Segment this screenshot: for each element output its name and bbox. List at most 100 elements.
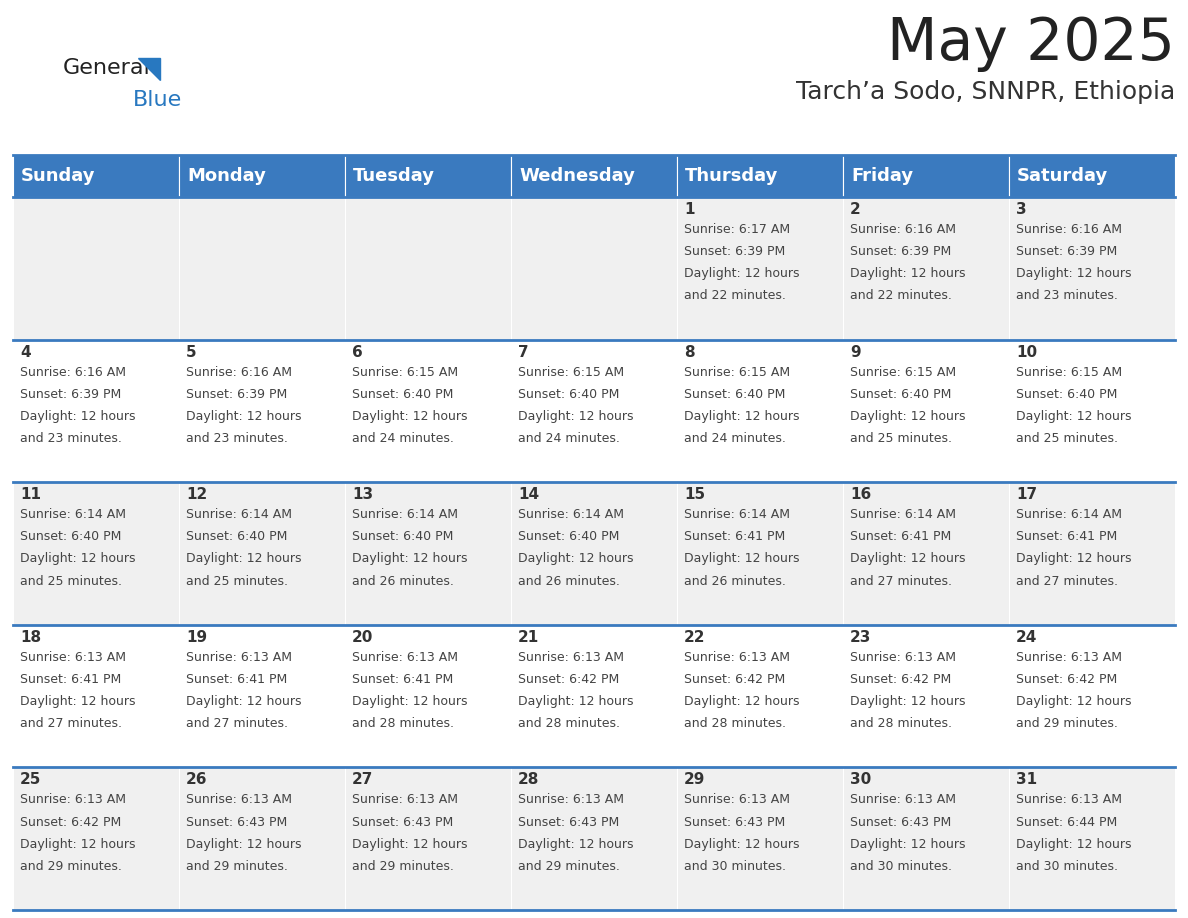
Text: Sunset: 6:43 PM: Sunset: 6:43 PM (684, 815, 785, 829)
Text: Daylight: 12 hours: Daylight: 12 hours (518, 553, 633, 565)
Text: Sunset: 6:40 PM: Sunset: 6:40 PM (684, 387, 785, 400)
Text: and 22 minutes.: and 22 minutes. (684, 289, 786, 302)
FancyBboxPatch shape (345, 625, 511, 767)
FancyBboxPatch shape (511, 340, 677, 482)
FancyBboxPatch shape (677, 767, 843, 910)
FancyBboxPatch shape (843, 482, 1009, 625)
Text: Sunrise: 6:13 AM: Sunrise: 6:13 AM (187, 793, 292, 806)
Text: 13: 13 (352, 487, 373, 502)
Text: 26: 26 (187, 772, 208, 788)
Text: Daylight: 12 hours: Daylight: 12 hours (849, 553, 966, 565)
Text: 20: 20 (352, 630, 373, 644)
Text: 2: 2 (849, 202, 861, 217)
Polygon shape (138, 58, 160, 80)
Text: 5: 5 (187, 344, 197, 360)
Text: Daylight: 12 hours: Daylight: 12 hours (20, 837, 135, 851)
Text: Sunset: 6:43 PM: Sunset: 6:43 PM (352, 815, 454, 829)
Text: Sunrise: 6:13 AM: Sunrise: 6:13 AM (518, 793, 624, 806)
Text: and 23 minutes.: and 23 minutes. (20, 431, 122, 445)
Text: Sunrise: 6:14 AM: Sunrise: 6:14 AM (518, 509, 624, 521)
FancyBboxPatch shape (179, 482, 345, 625)
Text: 15: 15 (684, 487, 706, 502)
Text: Saturday: Saturday (1017, 167, 1108, 185)
Text: Sunrise: 6:14 AM: Sunrise: 6:14 AM (684, 509, 790, 521)
Text: 22: 22 (684, 630, 706, 644)
FancyBboxPatch shape (1009, 155, 1175, 197)
Text: Sunrise: 6:14 AM: Sunrise: 6:14 AM (352, 509, 459, 521)
Text: Sunrise: 6:14 AM: Sunrise: 6:14 AM (849, 509, 956, 521)
Text: Daylight: 12 hours: Daylight: 12 hours (187, 409, 302, 423)
Text: 23: 23 (849, 630, 871, 644)
Text: Sunset: 6:41 PM: Sunset: 6:41 PM (352, 673, 454, 686)
Text: and 25 minutes.: and 25 minutes. (187, 575, 287, 588)
Text: Sunset: 6:42 PM: Sunset: 6:42 PM (518, 673, 619, 686)
Text: 1: 1 (684, 202, 695, 217)
Text: 21: 21 (518, 630, 539, 644)
FancyBboxPatch shape (843, 155, 1009, 197)
Text: Daylight: 12 hours: Daylight: 12 hours (20, 553, 135, 565)
Text: Sunset: 6:39 PM: Sunset: 6:39 PM (1016, 245, 1117, 258)
Text: and 30 minutes.: and 30 minutes. (849, 860, 952, 873)
Text: Daylight: 12 hours: Daylight: 12 hours (684, 837, 800, 851)
Text: and 27 minutes.: and 27 minutes. (1016, 575, 1118, 588)
FancyBboxPatch shape (843, 340, 1009, 482)
FancyBboxPatch shape (345, 340, 511, 482)
Text: and 29 minutes.: and 29 minutes. (352, 860, 454, 873)
Text: Sunset: 6:41 PM: Sunset: 6:41 PM (684, 531, 785, 543)
Text: and 27 minutes.: and 27 minutes. (20, 717, 122, 730)
FancyBboxPatch shape (511, 197, 677, 340)
Text: and 28 minutes.: and 28 minutes. (352, 717, 454, 730)
Text: 28: 28 (518, 772, 539, 788)
Text: Sunset: 6:40 PM: Sunset: 6:40 PM (20, 531, 121, 543)
FancyBboxPatch shape (677, 625, 843, 767)
Text: 31: 31 (1016, 772, 1037, 788)
Text: Daylight: 12 hours: Daylight: 12 hours (352, 695, 468, 708)
FancyBboxPatch shape (13, 625, 179, 767)
Text: Daylight: 12 hours: Daylight: 12 hours (849, 695, 966, 708)
FancyBboxPatch shape (677, 340, 843, 482)
Text: Daylight: 12 hours: Daylight: 12 hours (684, 695, 800, 708)
FancyBboxPatch shape (1009, 197, 1175, 340)
Text: 25: 25 (20, 772, 42, 788)
Text: 7: 7 (518, 344, 529, 360)
Text: Daylight: 12 hours: Daylight: 12 hours (849, 267, 966, 280)
Text: Sunset: 6:39 PM: Sunset: 6:39 PM (684, 245, 785, 258)
Text: Sunset: 6:40 PM: Sunset: 6:40 PM (518, 531, 619, 543)
Text: 4: 4 (20, 344, 31, 360)
Text: Sunrise: 6:17 AM: Sunrise: 6:17 AM (684, 223, 790, 236)
FancyBboxPatch shape (843, 197, 1009, 340)
Text: Sunrise: 6:13 AM: Sunrise: 6:13 AM (684, 651, 790, 664)
Text: Daylight: 12 hours: Daylight: 12 hours (1016, 695, 1131, 708)
Text: Daylight: 12 hours: Daylight: 12 hours (20, 695, 135, 708)
FancyBboxPatch shape (511, 625, 677, 767)
Text: Sunset: 6:44 PM: Sunset: 6:44 PM (1016, 815, 1117, 829)
Text: Daylight: 12 hours: Daylight: 12 hours (1016, 837, 1131, 851)
FancyBboxPatch shape (13, 197, 179, 340)
FancyBboxPatch shape (179, 155, 345, 197)
FancyBboxPatch shape (511, 482, 677, 625)
Text: and 23 minutes.: and 23 minutes. (187, 431, 287, 445)
Text: Daylight: 12 hours: Daylight: 12 hours (352, 837, 468, 851)
Text: Sunrise: 6:15 AM: Sunrise: 6:15 AM (849, 365, 956, 378)
FancyBboxPatch shape (345, 197, 511, 340)
Text: and 28 minutes.: and 28 minutes. (518, 717, 620, 730)
FancyBboxPatch shape (1009, 767, 1175, 910)
Text: 19: 19 (187, 630, 207, 644)
Text: and 30 minutes.: and 30 minutes. (1016, 860, 1118, 873)
Text: Daylight: 12 hours: Daylight: 12 hours (187, 837, 302, 851)
Text: and 25 minutes.: and 25 minutes. (1016, 431, 1118, 445)
Text: Sunrise: 6:13 AM: Sunrise: 6:13 AM (849, 651, 956, 664)
FancyBboxPatch shape (1009, 340, 1175, 482)
Text: and 22 minutes.: and 22 minutes. (849, 289, 952, 302)
FancyBboxPatch shape (1009, 482, 1175, 625)
Text: Thursday: Thursday (685, 167, 778, 185)
Text: 16: 16 (849, 487, 871, 502)
FancyBboxPatch shape (13, 340, 179, 482)
Text: Sunset: 6:40 PM: Sunset: 6:40 PM (187, 531, 287, 543)
Text: and 24 minutes.: and 24 minutes. (684, 431, 786, 445)
Text: 9: 9 (849, 344, 860, 360)
Text: Daylight: 12 hours: Daylight: 12 hours (684, 409, 800, 423)
Text: Sunrise: 6:13 AM: Sunrise: 6:13 AM (187, 651, 292, 664)
Text: Sunrise: 6:13 AM: Sunrise: 6:13 AM (1016, 651, 1121, 664)
Text: Sunset: 6:40 PM: Sunset: 6:40 PM (352, 531, 454, 543)
